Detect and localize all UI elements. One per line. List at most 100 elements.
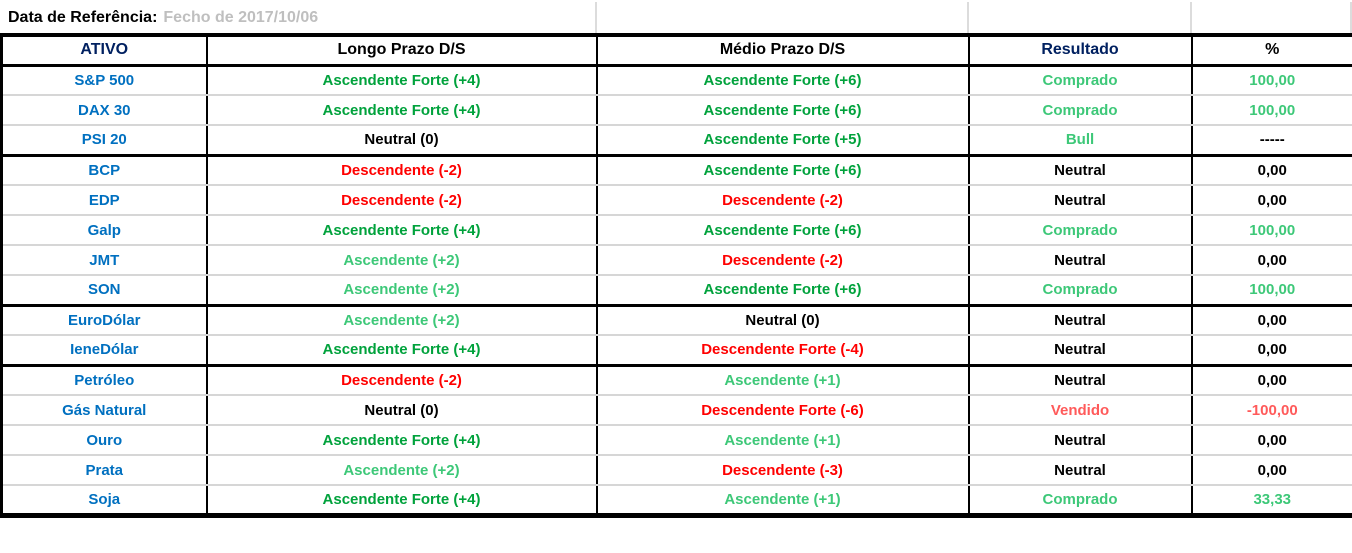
- cell-pct[interactable]: -----: [1190, 125, 1352, 157]
- pct-value: 0,00: [1257, 371, 1287, 389]
- cell-resultado[interactable]: Neutral: [967, 335, 1192, 367]
- cell-ativo[interactable]: Gás Natural: [1, 395, 207, 426]
- cell-longo-prazo[interactable]: Descendente (-2): [205, 185, 597, 216]
- cell-ativo[interactable]: EDP: [1, 185, 207, 216]
- cell-ativo[interactable]: S&P 500: [1, 65, 207, 96]
- cell-resultado[interactable]: Comprado: [967, 95, 1192, 126]
- cell-pct[interactable]: 100,00: [1190, 215, 1352, 246]
- cell-ativo[interactable]: Prata: [1, 455, 207, 486]
- cell-longo-prazo[interactable]: Ascendente Forte (+4): [205, 215, 597, 246]
- cell-ativo[interactable]: DAX 30: [1, 95, 207, 126]
- cell-longo-prazo[interactable]: Ascendente (+2): [205, 455, 597, 486]
- cell-longo-prazo[interactable]: Descendente (-2): [205, 365, 597, 396]
- cell-ativo[interactable]: Petróleo: [1, 365, 207, 396]
- cell-longo-prazo[interactable]: Ascendente Forte (+4): [205, 485, 597, 516]
- cell-longo-prazo[interactable]: Ascendente Forte (+4): [205, 425, 597, 456]
- cell-resultado[interactable]: Neutral: [967, 425, 1192, 456]
- cell-medio-prazo[interactable]: Descendente Forte (-4): [595, 335, 969, 367]
- asset-label: EDP: [88, 191, 120, 209]
- reference-date-cell[interactable]: Data de Referência: Fecho de 2017/10/06: [0, 2, 595, 33]
- header-pct[interactable]: %: [1190, 35, 1352, 67]
- cell-pct[interactable]: 0,00: [1190, 245, 1352, 276]
- cell-resultado[interactable]: Neutral: [967, 455, 1192, 486]
- cell-pct[interactable]: 100,00: [1190, 95, 1352, 126]
- empty-cell[interactable]: [1190, 2, 1352, 33]
- cell-medio-prazo[interactable]: Descendente (-2): [595, 245, 969, 276]
- cell-medio-prazo[interactable]: Ascendente Forte (+5): [595, 125, 969, 157]
- pct-value: 0,00: [1257, 431, 1287, 449]
- cell-ativo[interactable]: Galp: [1, 215, 207, 246]
- cell-ativo[interactable]: SON: [1, 275, 207, 307]
- cell-longo-prazo[interactable]: Ascendente (+2): [205, 245, 597, 276]
- header-resultado[interactable]: Resultado: [967, 35, 1192, 67]
- asset-label: Ouro: [86, 431, 123, 449]
- cell-resultado[interactable]: Neutral: [967, 365, 1192, 396]
- cell-medio-prazo[interactable]: Ascendente (+1): [595, 425, 969, 456]
- table-row: JMT Ascendente (+2) Descendente (-2) Neu…: [1, 245, 1352, 276]
- cell-medio-prazo[interactable]: Neutral (0): [595, 305, 969, 336]
- longo-prazo-value: Descendente (-2): [341, 371, 462, 389]
- cell-ativo[interactable]: IeneDólar: [1, 335, 207, 367]
- cell-resultado[interactable]: Neutral: [967, 245, 1192, 276]
- cell-ativo[interactable]: Ouro: [1, 425, 207, 456]
- cell-pct[interactable]: 0,00: [1190, 305, 1352, 336]
- cell-longo-prazo[interactable]: Descendente (-2): [205, 155, 597, 186]
- cell-pct[interactable]: 0,00: [1190, 425, 1352, 456]
- cell-medio-prazo[interactable]: Descendente (-3): [595, 455, 969, 486]
- cell-longo-prazo[interactable]: Neutral (0): [205, 125, 597, 157]
- cell-pct[interactable]: 0,00: [1190, 365, 1352, 396]
- asset-label: Gás Natural: [62, 401, 147, 419]
- cell-medio-prazo[interactable]: Ascendente Forte (+6): [595, 95, 969, 126]
- cell-longo-prazo[interactable]: Ascendente Forte (+4): [205, 335, 597, 367]
- cell-pct[interactable]: -100,00: [1190, 395, 1352, 426]
- cell-pct[interactable]: 0,00: [1190, 185, 1352, 216]
- cell-medio-prazo[interactable]: Ascendente (+1): [595, 365, 969, 396]
- header-medio-prazo[interactable]: Médio Prazo D/S: [595, 35, 969, 67]
- cell-medio-prazo[interactable]: Ascendente Forte (+6): [595, 155, 969, 186]
- resultado-value: Neutral: [1054, 431, 1106, 449]
- cell-resultado[interactable]: Neutral: [967, 155, 1192, 186]
- cell-resultado[interactable]: Comprado: [967, 215, 1192, 246]
- cell-ativo[interactable]: Soja: [1, 485, 207, 516]
- cell-resultado[interactable]: Comprado: [967, 275, 1192, 307]
- cell-ativo[interactable]: JMT: [1, 245, 207, 276]
- cell-medio-prazo[interactable]: Ascendente (+1): [595, 485, 969, 516]
- resultado-value: Neutral: [1054, 371, 1106, 389]
- cell-resultado[interactable]: Neutral: [967, 185, 1192, 216]
- cell-medio-prazo[interactable]: Ascendente Forte (+6): [595, 275, 969, 307]
- cell-longo-prazo[interactable]: Ascendente Forte (+4): [205, 95, 597, 126]
- longo-prazo-value: Ascendente (+2): [343, 461, 460, 479]
- cell-ativo[interactable]: EuroDólar: [1, 305, 207, 336]
- cell-medio-prazo[interactable]: Ascendente Forte (+6): [595, 65, 969, 96]
- medio-prazo-value: Ascendente Forte (+6): [703, 161, 862, 179]
- cell-pct[interactable]: 33,33: [1190, 485, 1352, 516]
- cell-longo-prazo[interactable]: Ascendente (+2): [205, 275, 597, 307]
- cell-medio-prazo[interactable]: Ascendente Forte (+6): [595, 215, 969, 246]
- header-longo-prazo[interactable]: Longo Prazo D/S: [205, 35, 597, 67]
- cell-pct[interactable]: 0,00: [1190, 155, 1352, 186]
- cell-pct[interactable]: 100,00: [1190, 65, 1352, 96]
- cell-longo-prazo[interactable]: Ascendente (+2): [205, 305, 597, 336]
- pct-value: 100,00: [1249, 101, 1296, 119]
- cell-longo-prazo[interactable]: Neutral (0): [205, 395, 597, 426]
- cell-ativo[interactable]: BCP: [1, 155, 207, 186]
- cell-ativo[interactable]: PSI 20: [1, 125, 207, 157]
- cell-resultado[interactable]: Neutral: [967, 305, 1192, 336]
- header-ativo[interactable]: ATIVO: [1, 35, 207, 67]
- longo-prazo-value: Ascendente Forte (+4): [322, 431, 481, 449]
- cell-resultado[interactable]: Vendido: [967, 395, 1192, 426]
- resultado-value: Comprado: [1042, 101, 1118, 119]
- resultado-value: Neutral: [1054, 461, 1106, 479]
- cell-pct[interactable]: 100,00: [1190, 275, 1352, 307]
- resultado-value: Comprado: [1042, 490, 1118, 508]
- empty-cell[interactable]: [595, 2, 967, 33]
- cell-resultado[interactable]: Bull: [967, 125, 1192, 157]
- cell-medio-prazo[interactable]: Descendente (-2): [595, 185, 969, 216]
- cell-pct[interactable]: 0,00: [1190, 335, 1352, 367]
- cell-longo-prazo[interactable]: Ascendente Forte (+4): [205, 65, 597, 96]
- empty-cell[interactable]: [967, 2, 1190, 33]
- cell-medio-prazo[interactable]: Descendente Forte (-6): [595, 395, 969, 426]
- cell-resultado[interactable]: Comprado: [967, 485, 1192, 516]
- cell-resultado[interactable]: Comprado: [967, 65, 1192, 96]
- cell-pct[interactable]: 0,00: [1190, 455, 1352, 486]
